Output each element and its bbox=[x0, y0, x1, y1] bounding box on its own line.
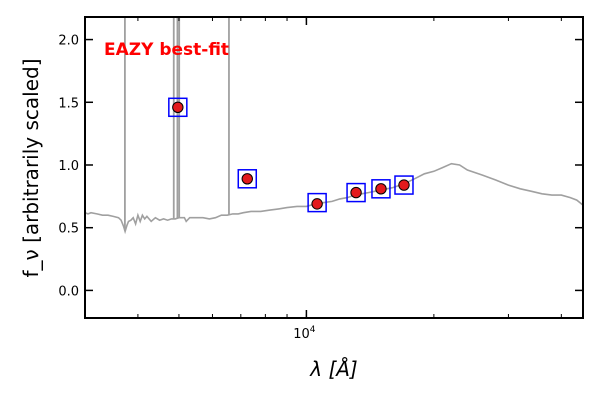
y-tick-label: 0.5 bbox=[58, 222, 79, 237]
model-flux-square bbox=[371, 179, 391, 199]
photometry-points bbox=[168, 97, 414, 213]
model-flux-square bbox=[394, 175, 414, 195]
model-flux-square bbox=[237, 169, 258, 189]
model-spectrum bbox=[84, 162, 584, 235]
observed-flux-point bbox=[350, 186, 362, 199]
axis-ticks: 0.0 0.5 1.0 1.5 2.0 104 bbox=[58, 17, 583, 342]
y-tick-label: 1.5 bbox=[58, 96, 79, 111]
model-flux-square bbox=[346, 182, 366, 203]
x-tick-label: 104 bbox=[293, 325, 316, 342]
x-axis-title: λ [Å] bbox=[309, 357, 357, 381]
plot-frame bbox=[84, 16, 584, 319]
y-tick-label: 1.0 bbox=[58, 159, 79, 174]
model-flux-square bbox=[168, 97, 188, 118]
observed-flux-point bbox=[398, 179, 410, 191]
model-flux-square bbox=[307, 192, 327, 213]
spectrum-line bbox=[84, 162, 584, 235]
observed-flux-point bbox=[172, 101, 184, 114]
y-tick-label: 0.0 bbox=[58, 284, 79, 299]
observed-flux-point bbox=[375, 183, 387, 195]
annotation-label: EAZY best-fit bbox=[104, 40, 229, 60]
y-axis-title: f_ν [arbitrarily scaled] bbox=[19, 59, 43, 278]
observed-flux-point bbox=[241, 173, 253, 185]
emission-lines bbox=[124, 17, 230, 231]
observed-flux-point bbox=[311, 198, 323, 210]
y-tick-label: 2.0 bbox=[58, 34, 79, 49]
